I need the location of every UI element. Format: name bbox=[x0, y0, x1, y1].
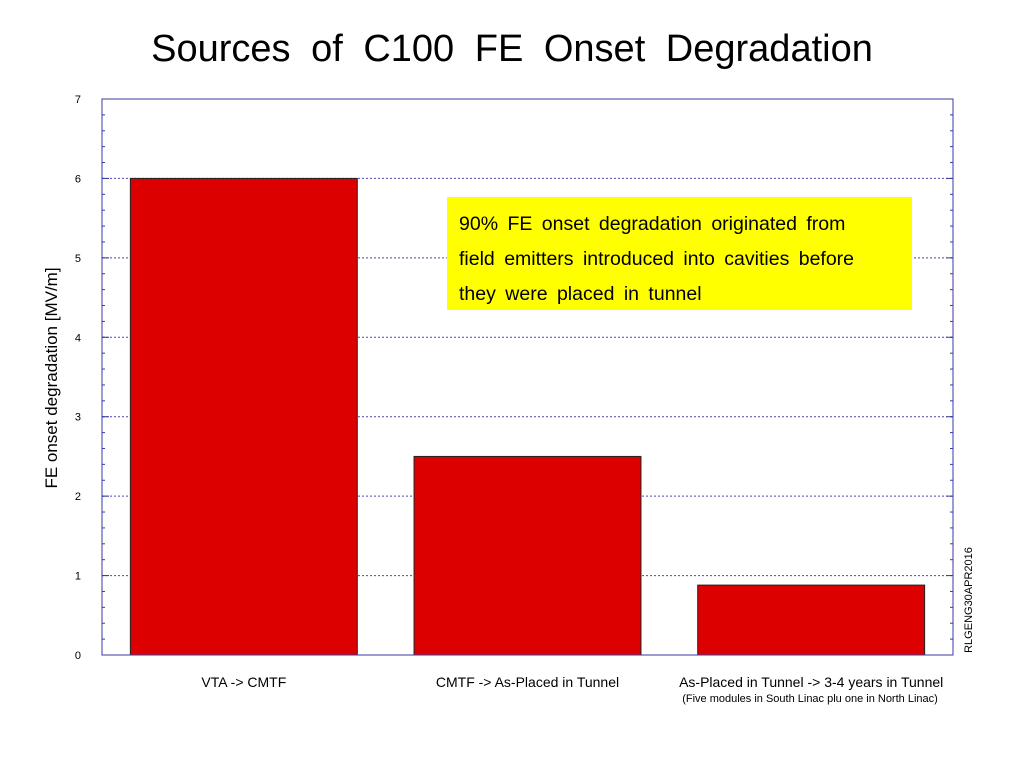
y-tick-label: 0 bbox=[75, 650, 81, 662]
chart-title: Sources of C100 FE Onset Degradation bbox=[151, 28, 873, 70]
y-tick-labels: 0 1 2 3 4 5 6 7 bbox=[75, 94, 81, 662]
x-tick-label: CMTF -> As-Placed in Tunnel bbox=[436, 674, 619, 690]
annotation-line-3: they were placed in tunnel bbox=[459, 283, 702, 305]
y-tick-label: 3 bbox=[75, 412, 81, 424]
x-tick-label: VTA -> CMTF bbox=[201, 674, 286, 690]
bar-1 bbox=[129, 177, 358, 656]
annotation-box: 90% FE onset degradation originated from… bbox=[447, 197, 912, 310]
annotation-line-2: field emitters introduced into cavities … bbox=[459, 248, 855, 270]
x-footnote: (Five modules in South Linac plu one in … bbox=[682, 693, 938, 705]
y-tick-label: 4 bbox=[75, 332, 81, 344]
y-tick-label: 1 bbox=[75, 571, 81, 583]
bars bbox=[129, 177, 926, 656]
y-tick-label: 2 bbox=[75, 491, 81, 503]
y-axis-label: FE onset degradation [MV/m] bbox=[42, 267, 61, 488]
plot-frame bbox=[101, 98, 954, 656]
annotation-line-1: 90% FE onset degradation originated from bbox=[459, 213, 846, 235]
bar-2 bbox=[413, 455, 642, 656]
date-stamp: RLGENG30APR2016 bbox=[963, 547, 975, 653]
x-tick-labels: VTA -> CMTF CMTF -> As-Placed in Tunnel As… bbox=[201, 674, 943, 690]
bar-3 bbox=[697, 584, 926, 656]
y-tick-label: 7 bbox=[75, 94, 81, 106]
y-tick-label: 5 bbox=[75, 253, 81, 265]
y-tick-label: 6 bbox=[75, 173, 81, 185]
x-tick-label: As-Placed in Tunnel -> 3-4 years in Tunn… bbox=[679, 674, 943, 690]
